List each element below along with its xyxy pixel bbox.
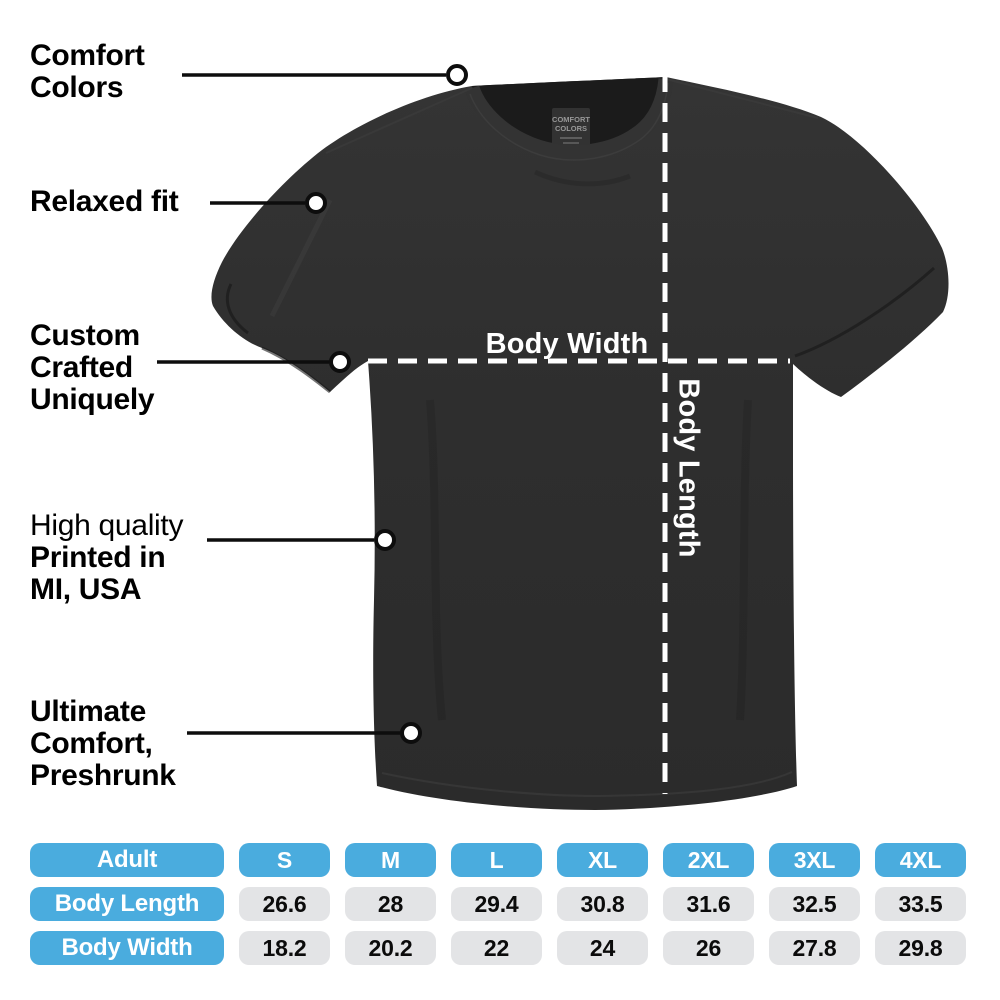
size-table: Adult S M L XL 2XL 3XL 4XL Body Length 2…: [30, 843, 966, 965]
fabric-crease: [269, 198, 333, 318]
size-table-cell: 31.6: [663, 887, 754, 921]
size-table-row-label: Body Width: [30, 931, 224, 965]
collar-band: [464, 78, 674, 160]
size-table-cell: 33.5: [875, 887, 966, 921]
size-table-row-body-width: Body Width 18.2 20.2 22 24 26 27.8 29.8: [30, 931, 966, 965]
sleeve-hem-seam-right: [794, 266, 936, 358]
neck-tag-fineprint: [560, 137, 582, 139]
body-length-label: Body Length: [672, 378, 705, 558]
callout-brand-line: Comfort: [30, 39, 145, 72]
neck-tag-brand-line1: COMFORT: [552, 115, 590, 124]
size-table-cell: 20.2: [345, 931, 436, 965]
callout-dot-brand: [446, 64, 468, 86]
size-table-cell: 30.8: [557, 887, 648, 921]
size-table-header-cell: 2XL: [663, 843, 754, 877]
size-table-cell: 26.6: [239, 887, 330, 921]
size-table-header-row: Adult S M L XL 2XL 3XL 4XL: [30, 843, 966, 877]
size-table-header-cell: 3XL: [769, 843, 860, 877]
size-table-header-cell: XL: [557, 843, 648, 877]
size-table-cell: 26: [663, 931, 754, 965]
size-table-header-cell: 4XL: [875, 843, 966, 877]
size-table-row-label: Body Length: [30, 887, 224, 921]
size-table-cell: 18.2: [239, 931, 330, 965]
size-table-cell: 22: [451, 931, 542, 965]
callout-comfort-line: Ultimate: [30, 695, 146, 728]
neck-tag: COMFORT COLORS: [552, 108, 590, 152]
size-table-header-cell: Adult: [30, 843, 224, 877]
t-shirt-body: [211, 77, 949, 810]
fabric-crease: [426, 399, 446, 721]
callout-dot-fit: [305, 192, 327, 214]
fabric-crease: [533, 169, 631, 187]
callout-comfort-line: Preshrunk: [30, 759, 176, 792]
size-table-header-cell: L: [451, 843, 542, 877]
callout-crafted-line: Custom: [30, 319, 140, 352]
collar-stitch: [469, 82, 669, 161]
sleeve-hem-seam-left: [225, 283, 249, 335]
callout-fit-line: Relaxed fit: [30, 185, 179, 218]
callout-quality: High quality Printed in MI, USA: [30, 510, 183, 606]
size-table-cell: 28: [345, 887, 436, 921]
callout-dot-quality: [374, 529, 396, 551]
size-table-cell: 29.4: [451, 887, 542, 921]
callout-crafted-line: Crafted: [30, 351, 133, 384]
callout-quality-line: Printed in: [30, 541, 166, 574]
size-table-header-cell: M: [345, 843, 436, 877]
size-table-cell: 24: [557, 931, 648, 965]
neck-tag-fineprint: [563, 142, 579, 144]
callout-brand-line: Colors: [30, 71, 124, 104]
size-table-row-body-length: Body Length 26.6 28 29.4 30.8 31.6 32.5 …: [30, 887, 966, 921]
fabric-crease: [736, 399, 752, 721]
sleeve-underarm-shadow-left: [261, 346, 331, 394]
size-table-cell: 29.8: [875, 931, 966, 965]
body-width-label: Body Width: [485, 328, 649, 360]
callout-fit: Relaxed fit: [30, 185, 179, 218]
callout-dot-comfort: [400, 722, 422, 744]
size-table-cell: 27.8: [769, 931, 860, 965]
shoulder-seam-right: [665, 78, 819, 119]
callout-quality-line: MI, USA: [30, 573, 142, 606]
callout-dot-crafted: [329, 351, 351, 373]
callout-quality-line: High quality: [30, 509, 184, 542]
callout-crafted-line: Uniquely: [30, 383, 155, 416]
shoulder-seam-left: [325, 87, 473, 154]
size-table-header-cell: S: [239, 843, 330, 877]
callout-comfort: Ultimate Comfort, Preshrunk: [30, 696, 176, 792]
callout-crafted: Custom Crafted Uniquely: [30, 319, 155, 416]
bottom-hem-stitch: [381, 771, 793, 798]
callout-comfort-line: Comfort,: [30, 727, 153, 760]
callout-brand: Comfort Colors: [30, 40, 145, 104]
size-table-cell: 32.5: [769, 887, 860, 921]
neck-tag-brand-line2: COLORS: [555, 124, 587, 133]
